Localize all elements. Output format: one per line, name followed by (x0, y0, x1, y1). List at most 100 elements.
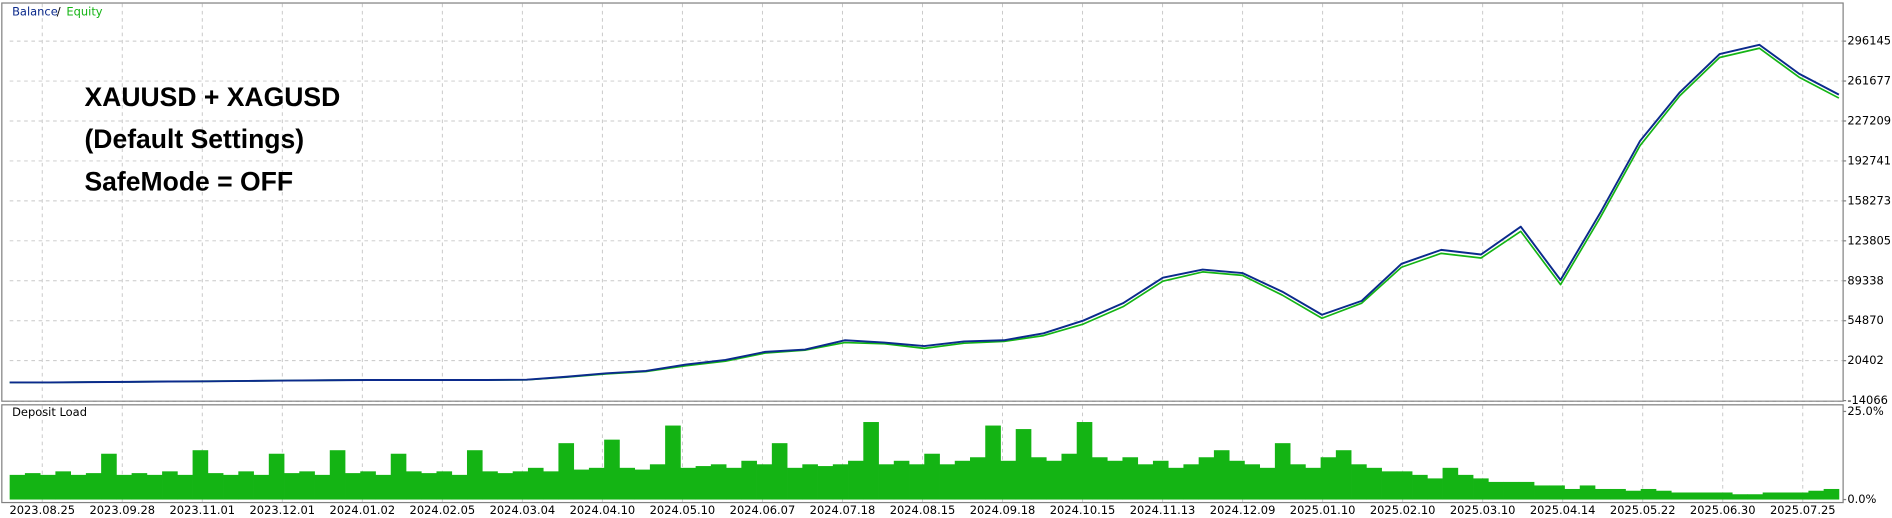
bar (375, 474, 392, 500)
bar (1076, 422, 1093, 500)
x-tick-label: 2025.05.22 (1610, 503, 1676, 517)
bar (1610, 488, 1626, 500)
bar (1137, 464, 1154, 500)
bar (909, 464, 925, 500)
bar (238, 471, 254, 500)
bar (695, 466, 712, 500)
x-tick-label: 2024.08.15 (890, 503, 956, 517)
bar (1274, 443, 1291, 500)
bar (451, 474, 468, 500)
bar (1244, 464, 1261, 500)
bar (497, 473, 514, 500)
grid (9, 3, 1847, 502)
bar (848, 460, 864, 500)
bar (314, 474, 331, 500)
bar (1427, 478, 1443, 500)
bar (1229, 460, 1245, 500)
x-tick-label: 2025.01.10 (1290, 503, 1356, 517)
bar (634, 469, 651, 500)
bar (1777, 492, 1794, 500)
bar (604, 439, 620, 500)
bar (1655, 490, 1672, 500)
bar (421, 473, 437, 500)
bar (649, 464, 666, 500)
bar (1335, 450, 1352, 500)
bar (771, 443, 788, 500)
bar (1198, 457, 1215, 500)
bar (1747, 494, 1764, 500)
bar (482, 471, 498, 500)
bar (619, 467, 636, 500)
x-tick-label: 2024.04.10 (570, 503, 636, 517)
bar (1716, 492, 1733, 500)
marks (9, 43, 1840, 500)
y-tick-label: 25.0% (1847, 404, 1884, 418)
bar (146, 474, 163, 500)
bar (1030, 457, 1047, 500)
y-tick-label: 89338 (1847, 273, 1883, 287)
x-tick-label: 2024.11.13 (1130, 503, 1196, 517)
bar (1000, 460, 1017, 500)
bar (1290, 464, 1306, 500)
bar (1564, 488, 1581, 500)
bar (1732, 494, 1748, 500)
bar (924, 453, 940, 500)
bar (345, 473, 361, 500)
y-tick-label: 158273 (1847, 193, 1891, 207)
bar (741, 460, 757, 500)
bar (588, 467, 605, 500)
bar (192, 450, 209, 500)
bar (787, 467, 803, 500)
bar (329, 450, 346, 500)
bar (527, 467, 544, 500)
bar (1412, 474, 1428, 500)
bar (101, 453, 117, 500)
bar (1442, 467, 1459, 500)
bar (55, 471, 72, 500)
y-tick-label: 123805 (1847, 233, 1891, 247)
legend-balance: Balance (12, 5, 58, 19)
bar (268, 453, 285, 500)
x-tick-label: 2023.08.25 (9, 503, 75, 517)
bar (710, 464, 727, 500)
bar (1061, 453, 1078, 500)
bar (512, 471, 529, 500)
bar (1808, 490, 1825, 500)
bar (1549, 485, 1565, 500)
x-tick-label: 2024.09.18 (970, 503, 1036, 517)
bar (1396, 471, 1413, 500)
bar (299, 471, 315, 500)
bar (817, 466, 834, 500)
x-tick-label: 2025.07.25 (1770, 503, 1836, 517)
bar (405, 471, 422, 500)
bar (1579, 485, 1596, 500)
x-tick-label: 2023.11.01 (170, 503, 236, 517)
bar (1686, 492, 1703, 500)
annotation: SafeMode = OFF (84, 166, 293, 196)
annotation: XAUUSD + XAGUSD (84, 82, 340, 112)
y-tick-label: 0.0% (1847, 492, 1876, 506)
y-tick-label: 54870 (1847, 313, 1883, 327)
bar (70, 474, 87, 500)
bar (1701, 492, 1718, 500)
bar (40, 474, 56, 500)
bar (1046, 460, 1062, 500)
bar (162, 471, 178, 500)
x-tick-label: 2024.12.09 (1210, 503, 1276, 517)
labels: Balance / Equity Deposit Load XAUUSD + X… (9, 5, 1891, 517)
bar (1168, 467, 1184, 500)
bar (1305, 467, 1321, 500)
x-tick-label: 2025.04.14 (1530, 503, 1596, 517)
bar (1762, 492, 1779, 500)
x-tick-label: 2024.05.10 (650, 503, 716, 517)
x-tick-label: 2025.02.10 (1370, 503, 1436, 517)
bar (1183, 464, 1200, 500)
bar (1793, 492, 1809, 500)
bar (1351, 464, 1367, 500)
bar (878, 464, 895, 500)
bar (1518, 481, 1535, 500)
panel-title: Deposit Load (12, 405, 87, 419)
bar (1213, 450, 1230, 500)
